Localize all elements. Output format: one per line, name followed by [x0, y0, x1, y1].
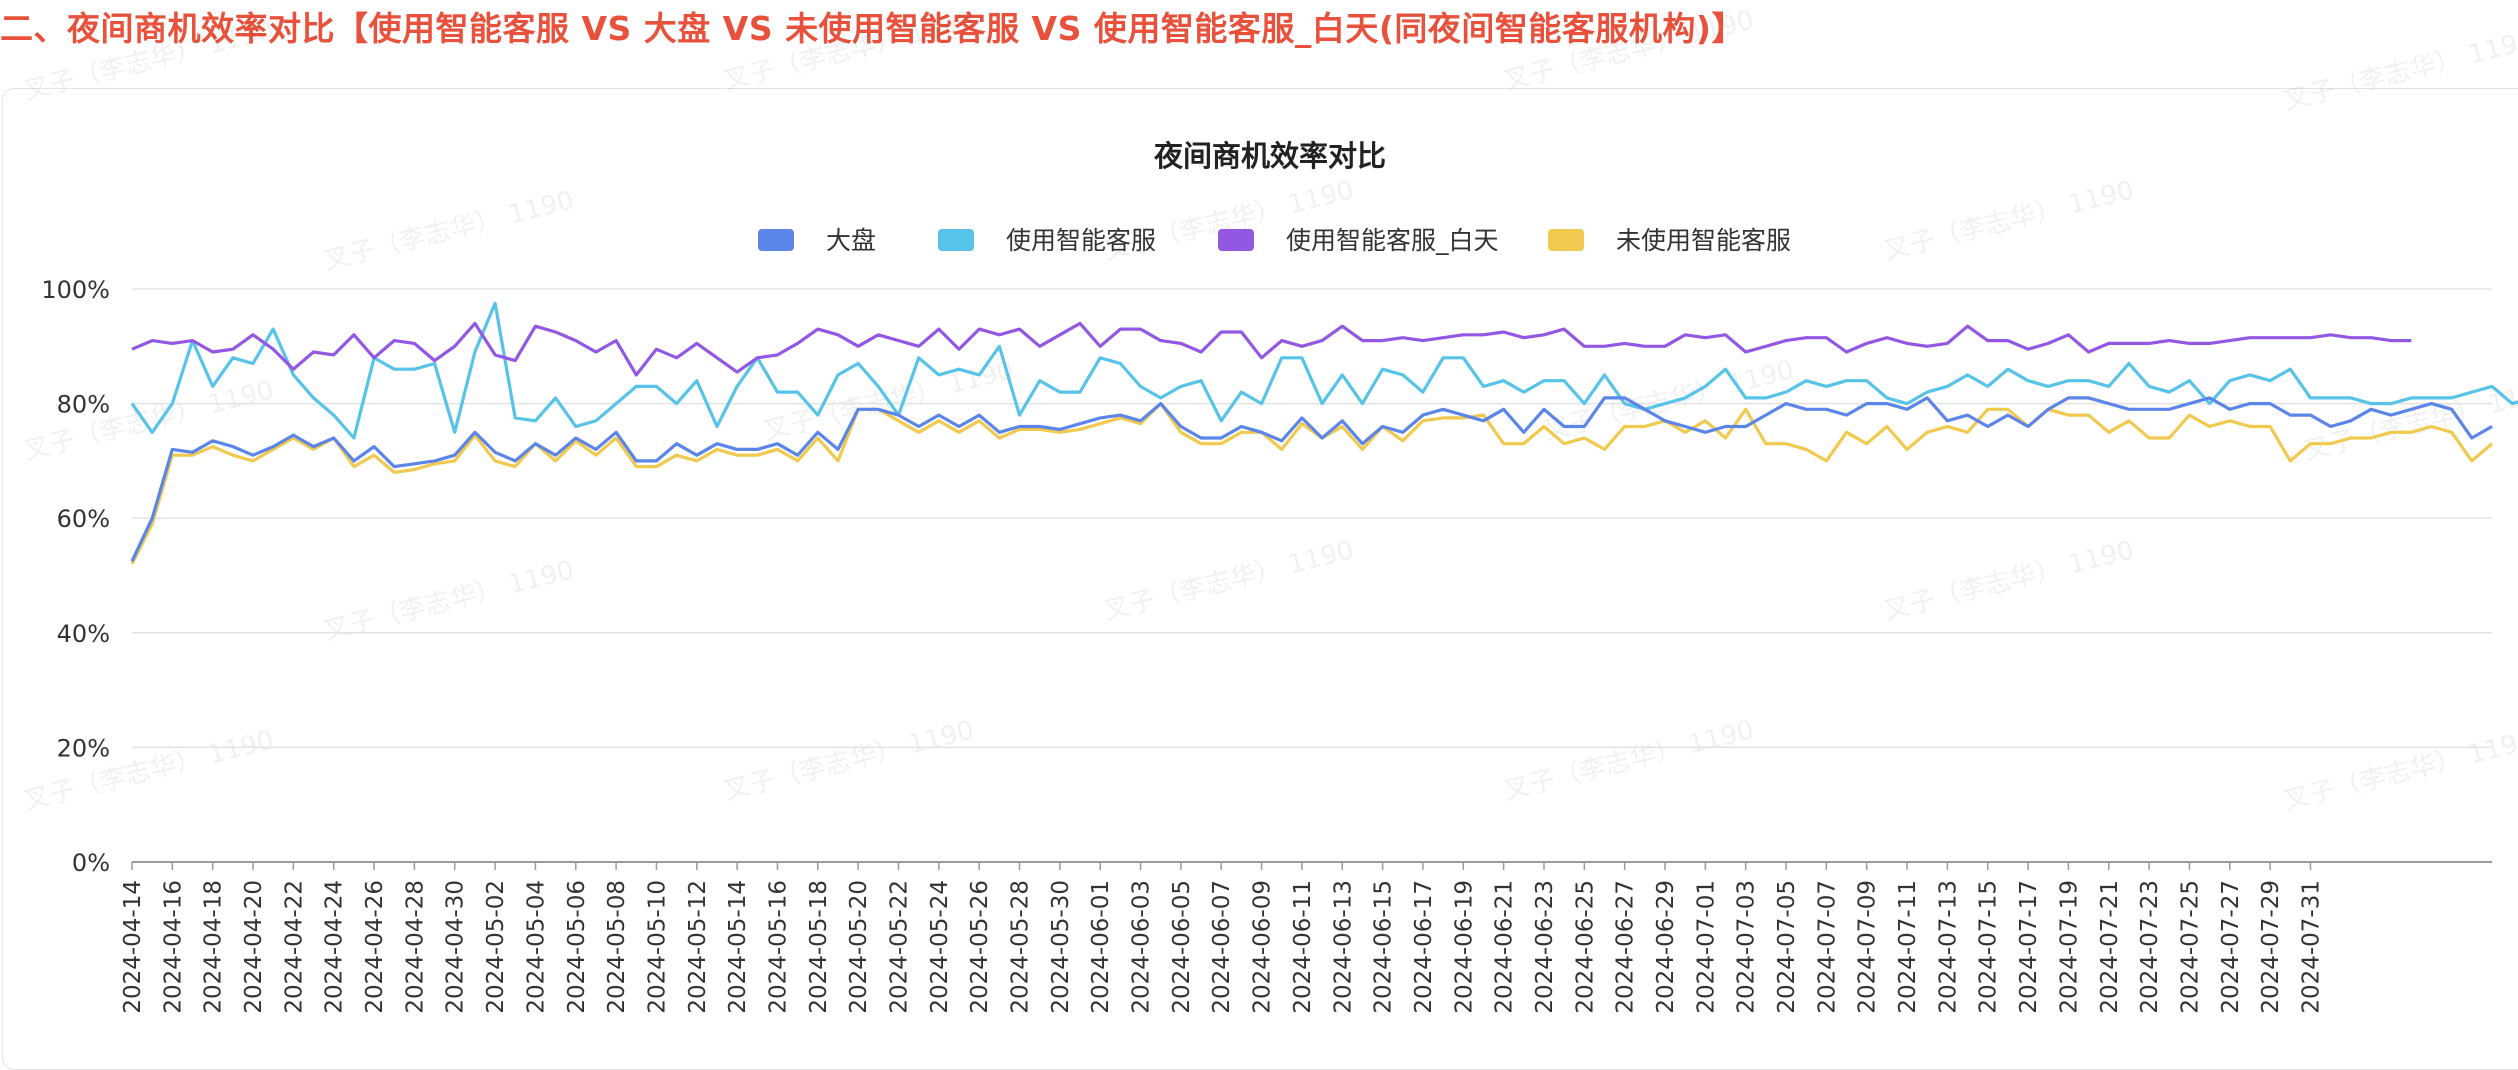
x-tick-label: 2024-05-02: [483, 880, 509, 1014]
x-tick-label: 2024-05-12: [685, 880, 711, 1014]
x-tick-label: 2024-06-29: [1653, 880, 1679, 1014]
x-tick-label: 2024-06-23: [1532, 880, 1558, 1014]
legend-label: 使用智能客服_白天: [1286, 226, 1499, 255]
x-tick-label: 2024-07-05: [1774, 880, 1800, 1014]
x-tick-label: 2024-05-14: [725, 880, 751, 1014]
y-axis: 0% 20% 40% 60% 80% 100%: [41, 276, 110, 877]
x-tick-label: 2024-05-20: [846, 880, 872, 1014]
y-tick-label: 0%: [72, 849, 110, 877]
x-tick-label: 2024-06-17: [1411, 880, 1437, 1014]
y-tick-label: 100%: [41, 276, 110, 304]
legend-label: 未使用智能客服: [1616, 226, 1791, 255]
x-tick-label: 2024-06-25: [1572, 880, 1598, 1014]
x-tick-label: 2024-06-19: [1451, 880, 1477, 1014]
x-tick-label: 2024-06-11: [1290, 880, 1316, 1014]
legend-swatch: [1548, 229, 1584, 251]
series-line-1: [130, 301, 2518, 440]
y-tick-label: 80%: [57, 391, 110, 419]
x-tick-label: 2024-06-09: [1250, 880, 1276, 1014]
x-tick-label: 2024-07-11: [1895, 880, 1921, 1014]
x-tick-label: 2024-07-27: [2218, 880, 2244, 1014]
x-tick-label: 2024-07-29: [2258, 880, 2284, 1014]
legend-swatch: [938, 229, 974, 251]
x-tick-label: 2024-07-01: [1693, 880, 1719, 1014]
x-tick-label: 2024-04-22: [281, 880, 307, 1014]
x-tick-label: 2024-07-23: [2137, 880, 2163, 1014]
x-tick-label: 2024-05-22: [886, 880, 912, 1014]
x-tick-label: 2024-06-27: [1613, 880, 1639, 1014]
x-tick-label: 2024-07-21: [2097, 880, 2123, 1014]
chart-title: 夜间商机效率对比: [1153, 139, 1386, 173]
x-tick-label: 2024-06-01: [1088, 880, 1114, 1014]
legend-label: 使用智能客服: [1006, 226, 1156, 255]
y-tick-label: 60%: [57, 505, 110, 533]
x-tick-label: 2024-06-21: [1492, 880, 1518, 1014]
x-tick-label: 2024-05-10: [644, 880, 670, 1014]
x-tick-label: 2024-04-28: [402, 880, 428, 1014]
x-tick-label: 2024-06-07: [1209, 880, 1235, 1014]
x-tick-label: 2024-07-15: [1976, 880, 2002, 1014]
x-tick-label: 2024-07-17: [2016, 880, 2042, 1014]
chart-card: [2, 88, 2518, 1070]
series-line-2: [131, 321, 2412, 377]
series-lines: [130, 301, 2518, 565]
x-tick-label: 2024-06-03: [1129, 880, 1155, 1014]
x-axis: 2024-04-14 2024-04-16 2024-04-18 2024-04-20…: [120, 862, 2324, 1014]
chart-legend: 大盘 使用智能客服 使用智能客服_白天 未使用智能客服: [758, 226, 1791, 255]
x-tick-label: 2024-05-26: [967, 880, 993, 1014]
x-tick-label: 2024-05-04: [523, 880, 549, 1014]
x-tick-label: 2024-04-16: [160, 880, 186, 1014]
x-tick-label: 2024-04-26: [362, 880, 388, 1014]
x-tick-label: 2024-05-28: [1008, 880, 1034, 1014]
x-tick-label: 2024-07-07: [1814, 880, 1840, 1014]
x-tick-label: 2024-05-24: [927, 880, 953, 1014]
x-tick-label: 2024-04-30: [443, 880, 469, 1014]
x-tick-label: 2024-04-24: [322, 880, 348, 1014]
x-tick-label: 2024-05-06: [564, 880, 590, 1014]
x-tick-label: 2024-05-08: [604, 880, 630, 1014]
section-heading: 二、夜间商机效率对比【使用智能客服 VS 大盘 VS 未使用智能客服 VS 使用…: [0, 9, 1746, 48]
x-tick-label: 2024-07-13: [1935, 880, 1961, 1014]
x-tick-label: 2024-07-09: [1855, 880, 1881, 1014]
x-tick-label: 2024-06-13: [1330, 880, 1356, 1014]
line-chart: 夜间商机效率对比 大盘 使用智能客服 使用智能客服_白天 未使用智能客服 0% 20% 4…: [41, 139, 2518, 1014]
y-tick-label: 40%: [57, 620, 110, 648]
series-line-0: [130, 396, 2493, 562]
legend-swatch: [758, 229, 794, 251]
x-tick-label: 2024-07-31: [2298, 880, 2324, 1014]
x-tick-label: 2024-07-25: [2177, 880, 2203, 1014]
grid-lines: [132, 288, 2492, 863]
x-tick-label: 2024-07-19: [2056, 880, 2082, 1014]
x-tick-label: 2024-05-18: [806, 880, 832, 1014]
x-tick-label: 2024-05-30: [1048, 880, 1074, 1014]
legend-label: 大盘: [826, 226, 876, 255]
x-tick-label: 2024-04-20: [241, 880, 267, 1014]
y-tick-label: 20%: [57, 734, 110, 762]
x-tick-label: 2024-06-15: [1371, 880, 1397, 1014]
x-tick-label: 2024-04-14: [120, 880, 146, 1014]
x-tick-label: 2024-05-16: [765, 880, 791, 1014]
series-line-3: [130, 402, 2494, 565]
legend-swatch: [1218, 229, 1254, 251]
x-tick-label: 2024-04-18: [201, 880, 227, 1014]
x-tick-label: 2024-07-03: [1734, 880, 1760, 1014]
x-tick-label: 2024-06-05: [1169, 880, 1195, 1014]
